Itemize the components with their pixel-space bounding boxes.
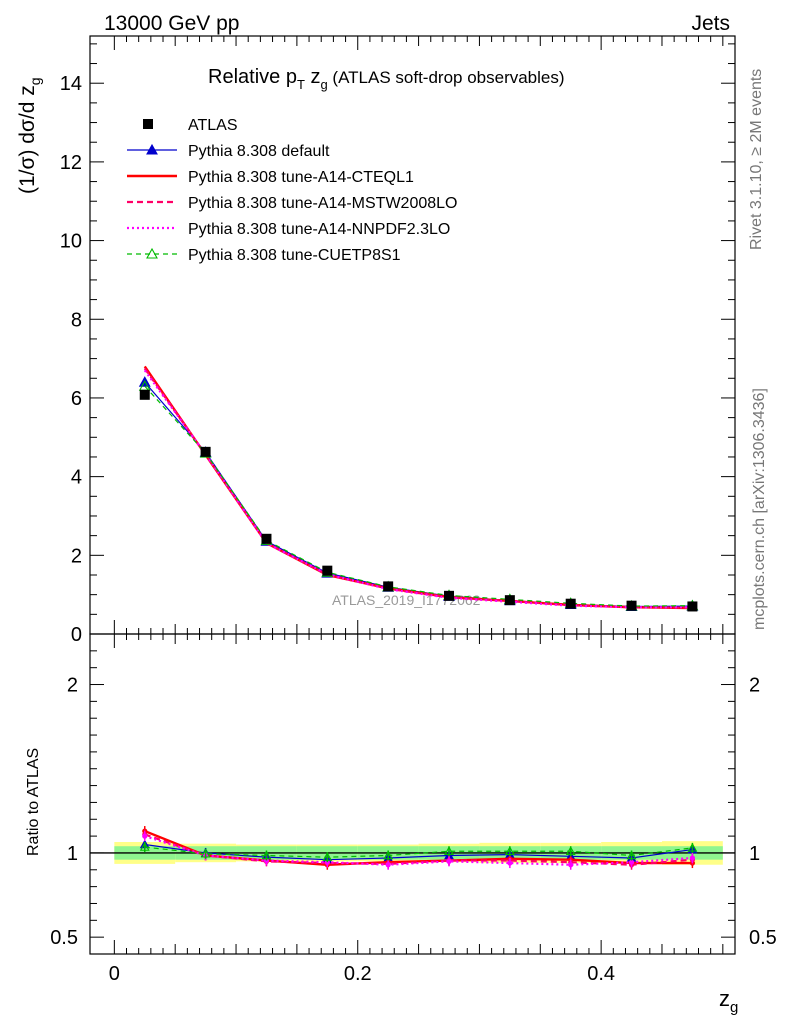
series-ratio-point xyxy=(507,860,513,866)
x-tick-label: 0.4 xyxy=(587,963,615,985)
y-axis-label-main: (1/σ) dσ/d z xyxy=(16,85,39,194)
data-point xyxy=(200,446,211,457)
series-line xyxy=(144,385,693,607)
series-ratio-point xyxy=(626,850,637,860)
series-cuetp8s1 xyxy=(138,380,699,863)
analysis-watermark: ATLAS_2019_I1772062 xyxy=(332,592,481,608)
legend-marker xyxy=(143,119,153,129)
series-ratio-point xyxy=(444,846,454,856)
legend-item-cuetp8s1: Pythia 8.308 tune-CUETP8S1 xyxy=(127,247,401,264)
y-tick-label: 14 xyxy=(60,73,82,95)
rivet-version-label: Rivet 3.1.10, ≥ 2M events xyxy=(748,69,765,250)
process-label: Jets xyxy=(691,12,730,35)
legend-marker xyxy=(146,247,158,259)
ratio-tick-label: 2 xyxy=(67,675,78,697)
legend-label: ATLAS xyxy=(188,117,238,134)
legend: ATLAS Pythia 8.308 default Pythia 8.308 tu… xyxy=(127,117,457,264)
data-point xyxy=(565,598,576,609)
data-point xyxy=(139,389,150,400)
y-tick-label: 8 xyxy=(71,309,82,331)
series-ratio-point xyxy=(139,841,150,851)
y-tick-label: 10 xyxy=(60,231,82,253)
title-main: Relative p xyxy=(208,66,297,88)
legend-item-mstw: Pythia 8.308 tune-A14-MSTW2008LO xyxy=(127,195,457,212)
series-line xyxy=(143,367,693,609)
data-point xyxy=(383,581,394,592)
x-tick-label: 0.2 xyxy=(344,963,372,985)
series-ratio-point xyxy=(142,833,148,839)
data-point xyxy=(261,533,272,544)
series-mstw xyxy=(142,367,696,870)
series-ratio-point xyxy=(504,846,515,856)
y-tick-label: 2 xyxy=(71,545,82,567)
y-axis-label: (1/σ) dσ/d zg xyxy=(16,77,43,194)
legend-item-data: ATLAS xyxy=(143,117,238,134)
series-ratio-point xyxy=(568,862,574,868)
ratio-tick-label-right: 2 xyxy=(749,675,760,697)
ratio-tick-label-right: 1 xyxy=(749,843,760,865)
energy-label: 13000 GeV pp xyxy=(104,12,239,35)
title-var: z xyxy=(305,66,321,88)
legend-label: Pythia 8.308 tune-A14-MSTW2008LO xyxy=(188,195,457,212)
ratio-tick-label: 0.5 xyxy=(50,927,78,949)
series-nnpdf xyxy=(142,369,696,870)
data-point xyxy=(504,595,515,606)
ratio-tick-label-right: 0.5 xyxy=(749,927,777,949)
series-ratio-point xyxy=(324,859,330,865)
legend-item-cteql1: Pythia 8.308 tune-A14-CTEQL1 xyxy=(127,169,414,186)
ratio-tick-label: 1 xyxy=(67,843,78,865)
title-note: (ATLAS soft-drop observables) xyxy=(328,68,565,87)
series-ratio-point xyxy=(628,859,635,865)
title-sub-t: T xyxy=(297,77,305,92)
y-tick-label: 4 xyxy=(71,467,82,489)
series-layer xyxy=(138,365,699,870)
y-axis-label-sub: g xyxy=(27,77,43,85)
source-label: mcplots.cern.ch [arXiv:1306.3436] xyxy=(751,388,768,630)
series-default xyxy=(138,376,699,865)
data-point xyxy=(626,600,637,611)
series-cteql1 xyxy=(142,365,696,870)
ratio-frame xyxy=(89,633,736,955)
data-point xyxy=(444,590,455,601)
y-tick-label: 12 xyxy=(60,152,82,174)
legend-label: Pythia 8.308 tune-CUETP8S1 xyxy=(188,247,401,264)
series-ratio-line xyxy=(144,833,693,866)
ratio-axis-label: Ratio to ATLAS xyxy=(25,748,42,856)
series-ratio-line xyxy=(144,846,693,858)
chart-title: Relative pT zg (ATLAS soft-drop observab… xyxy=(208,66,565,92)
series-ratio-point xyxy=(261,850,272,860)
series-data xyxy=(139,389,698,612)
y-tick-label: 6 xyxy=(71,388,82,410)
data-point xyxy=(322,565,333,576)
legend-item-default: Pythia 8.308 default xyxy=(127,143,330,160)
series-ratio-point xyxy=(687,842,698,852)
title-sub-g: g xyxy=(320,77,327,92)
legend-label: Pythia 8.308 default xyxy=(188,143,330,160)
x-axis-label-sub: g xyxy=(730,999,738,1016)
legend-label: Pythia 8.308 tune-A14-CTEQL1 xyxy=(188,169,414,186)
series-ratio-point xyxy=(322,852,333,861)
series-ratio-point xyxy=(565,846,576,856)
series-ratio-point xyxy=(446,858,452,864)
legend-label: Pythia 8.308 tune-A14-NNPDF2.3LO xyxy=(188,221,450,238)
x-axis-label-main: z xyxy=(719,986,730,1011)
series-ratio-point xyxy=(689,855,696,861)
x-axis-label: zg xyxy=(719,986,738,1016)
series-line xyxy=(143,369,693,609)
series-ratio-point xyxy=(263,857,270,864)
series-ratio-point xyxy=(200,848,211,858)
main-frame xyxy=(89,35,736,635)
data-point xyxy=(687,601,698,612)
x-tick-label: 0 xyxy=(109,963,120,985)
legend-marker xyxy=(146,143,158,155)
series-line xyxy=(144,381,693,608)
legend-item-nnpdf: Pythia 8.308 tune-A14-NNPDF2.3LO xyxy=(127,221,450,238)
series-ratio-point xyxy=(383,850,394,860)
y-tick-label: 0 xyxy=(71,624,82,646)
series-ratio-point xyxy=(385,862,391,868)
